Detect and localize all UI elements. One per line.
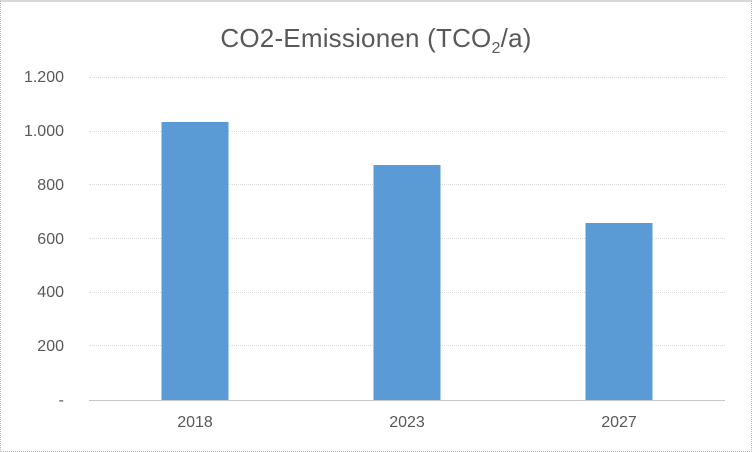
y-tick-label: 800 bbox=[37, 176, 64, 194]
y-axis-labels: - 200 400 600 800 1.000 1.200 bbox=[1, 70, 64, 409]
y-tick-label: 1.200 bbox=[23, 69, 64, 86]
bar-2023 bbox=[373, 165, 441, 400]
y-tick-label: 1.000 bbox=[23, 122, 64, 140]
y-tick-label: - bbox=[58, 392, 64, 409]
plot-area bbox=[89, 77, 725, 401]
bar-2018 bbox=[161, 122, 229, 400]
bar-2027 bbox=[585, 222, 653, 400]
chart-title-subscript: 2 bbox=[491, 39, 501, 58]
chart-title-text: CO2-Emissionen (TCO bbox=[220, 23, 492, 53]
chart-title-suffix: /a) bbox=[500, 23, 532, 53]
y-tick-label: 400 bbox=[37, 284, 64, 302]
chart-title: CO2-Emissionen (TCO2/a) bbox=[1, 23, 751, 58]
x-tick-label: 2018 bbox=[177, 414, 213, 431]
gridline bbox=[89, 130, 725, 132]
y-tick-label: 600 bbox=[37, 230, 64, 248]
x-tick-label: 2027 bbox=[601, 414, 637, 431]
x-axis-labels: 2018 2023 2027 bbox=[89, 413, 725, 435]
x-tick-label: 2023 bbox=[389, 414, 425, 431]
gridline bbox=[89, 77, 725, 78]
y-tick-label: 200 bbox=[37, 338, 64, 356]
